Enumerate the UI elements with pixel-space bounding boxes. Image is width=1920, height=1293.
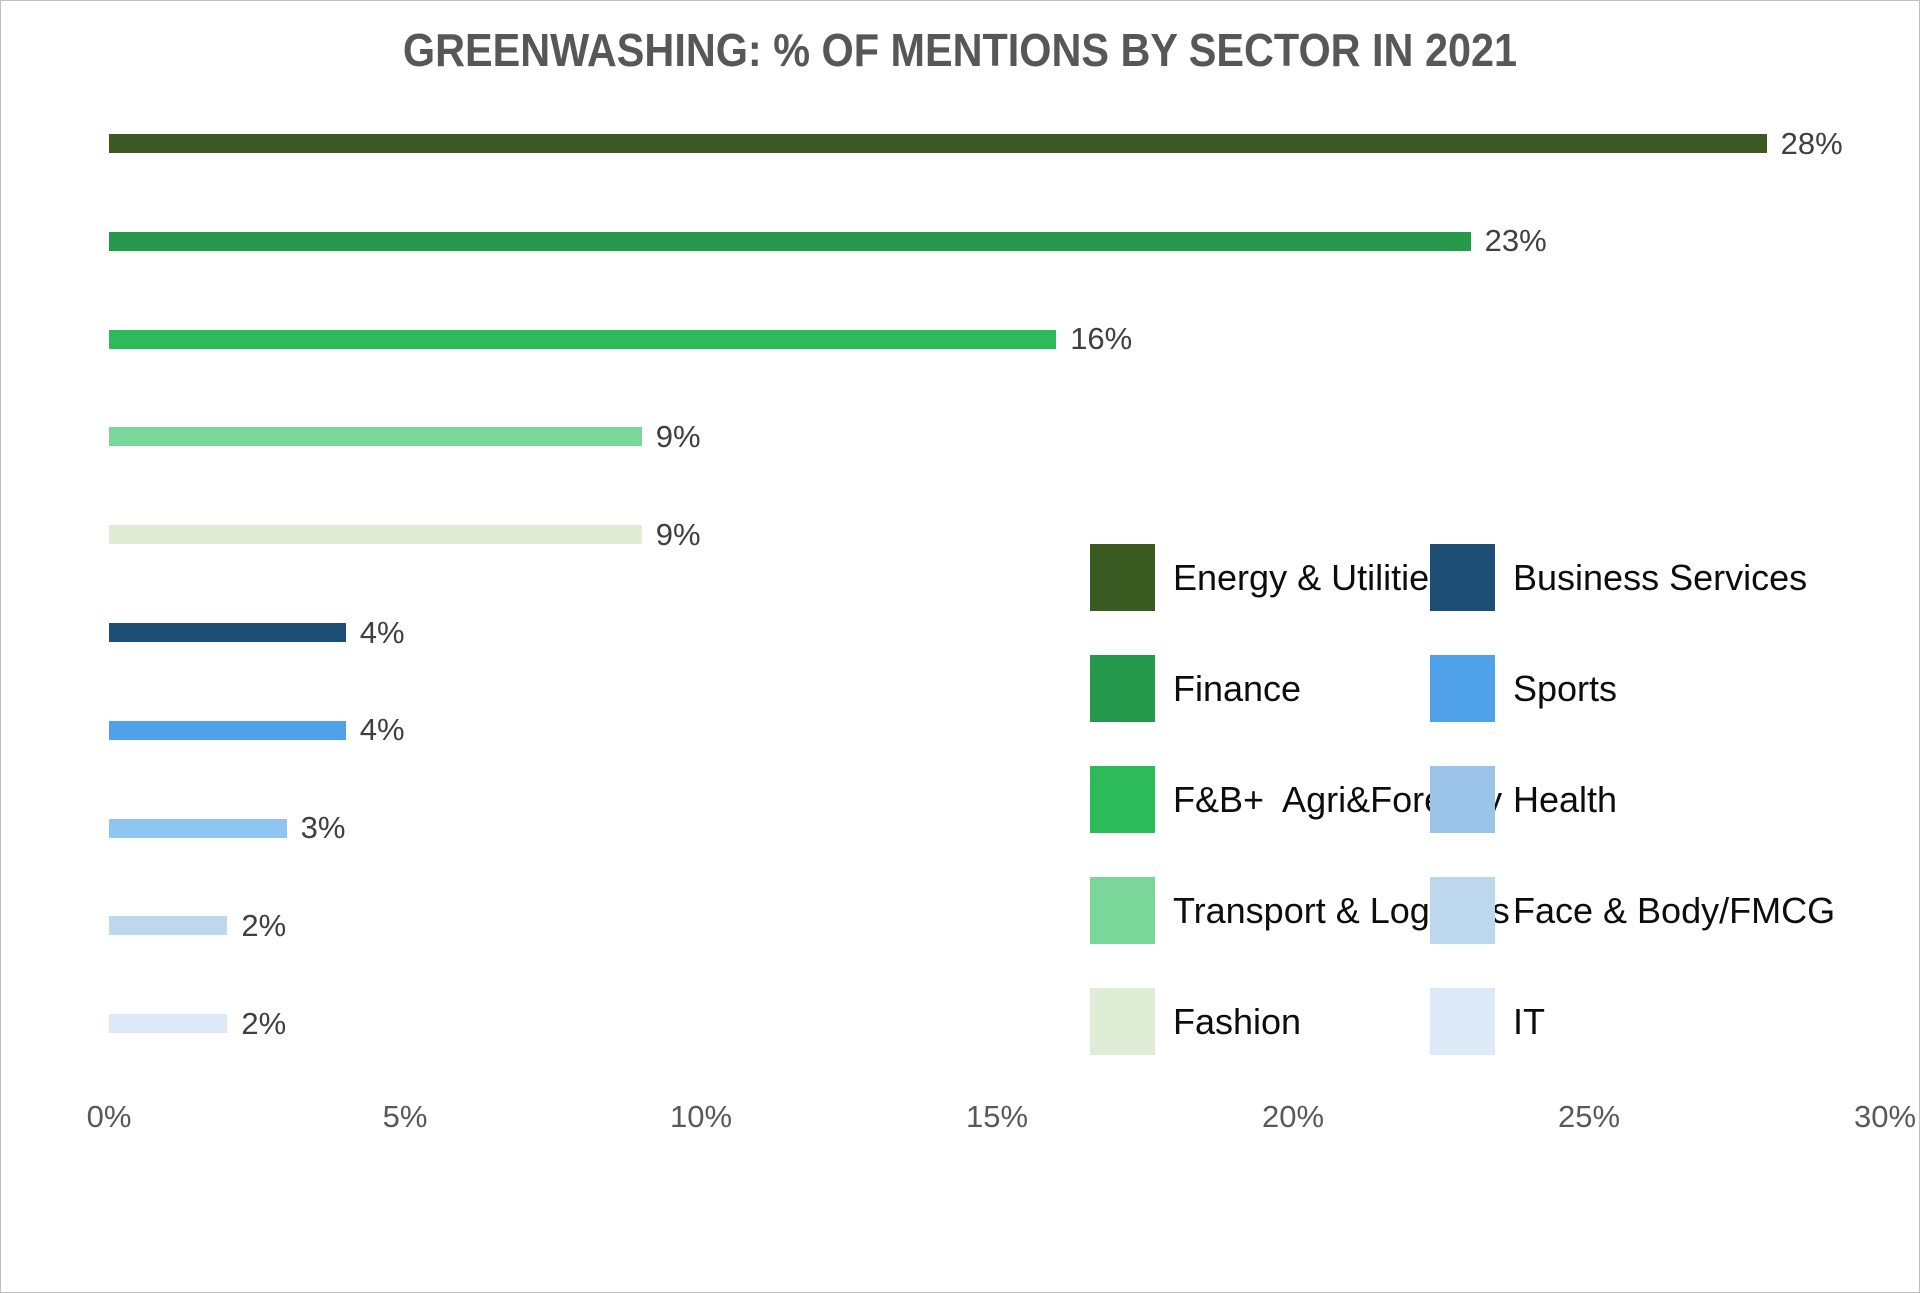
bar-sports	[109, 720, 346, 740]
x-axis: 0% 5% 10% 15% 20% 25% 30%	[1, 1099, 1919, 1143]
bar-value-label: 9%	[655, 418, 701, 454]
bar-business-services	[109, 623, 346, 642]
bar-finance	[109, 231, 1471, 251]
bar-row: 9%	[109, 419, 1919, 454]
x-axis-tick-label: 10%	[669, 1099, 733, 1134]
bar-row: 9%	[109, 517, 1919, 552]
bar-value-label: 2%	[241, 907, 287, 943]
bar-value-label: 3%	[300, 810, 346, 846]
bar-value-label: 4%	[359, 712, 405, 748]
bar-row: 16%	[109, 321, 1919, 356]
x-axis-tick-label: 30%	[1853, 1099, 1917, 1134]
bar-value-label: 28%	[1780, 125, 1843, 161]
x-axis-tick-label: 0%	[86, 1099, 132, 1134]
chart-title-text: GREENWASHING: % OF MENTIONS BY SECTOR IN…	[402, 24, 1518, 76]
bar-face-body-fmcg	[109, 916, 228, 936]
x-axis-tick-label: 15%	[965, 1099, 1029, 1134]
bar-row: 28%	[109, 126, 1919, 161]
bar-fashion	[109, 525, 642, 545]
bar-energy-utilities	[109, 134, 1767, 153]
bar-health	[109, 818, 287, 838]
bar-value-label: 2%	[241, 1005, 287, 1041]
bar-value-label: 23%	[1484, 223, 1547, 259]
x-axis-tick-label: 5%	[382, 1099, 428, 1134]
bar-value-label: 4%	[359, 614, 405, 650]
bar-row: 3%	[109, 810, 1919, 845]
bar-transport-logistics	[109, 427, 642, 447]
bar-f-b-agri-forestry	[109, 329, 1057, 349]
bar-value-label: 9%	[655, 516, 701, 552]
bar-row: 2%	[109, 1006, 1919, 1041]
bar-row: 23%	[109, 223, 1919, 258]
x-axis-tick-label: 20%	[1261, 1099, 1325, 1134]
bar-row: 2%	[109, 908, 1919, 943]
bar-row: 4%	[109, 615, 1919, 650]
chart-title: GREENWASHING: % OF MENTIONS BY SECTOR IN…	[1, 23, 1919, 77]
bar-row: 4%	[109, 712, 1919, 747]
bar-it	[109, 1014, 228, 1034]
x-axis-tick-label: 25%	[1557, 1099, 1621, 1134]
bar-value-label: 16%	[1070, 321, 1133, 357]
